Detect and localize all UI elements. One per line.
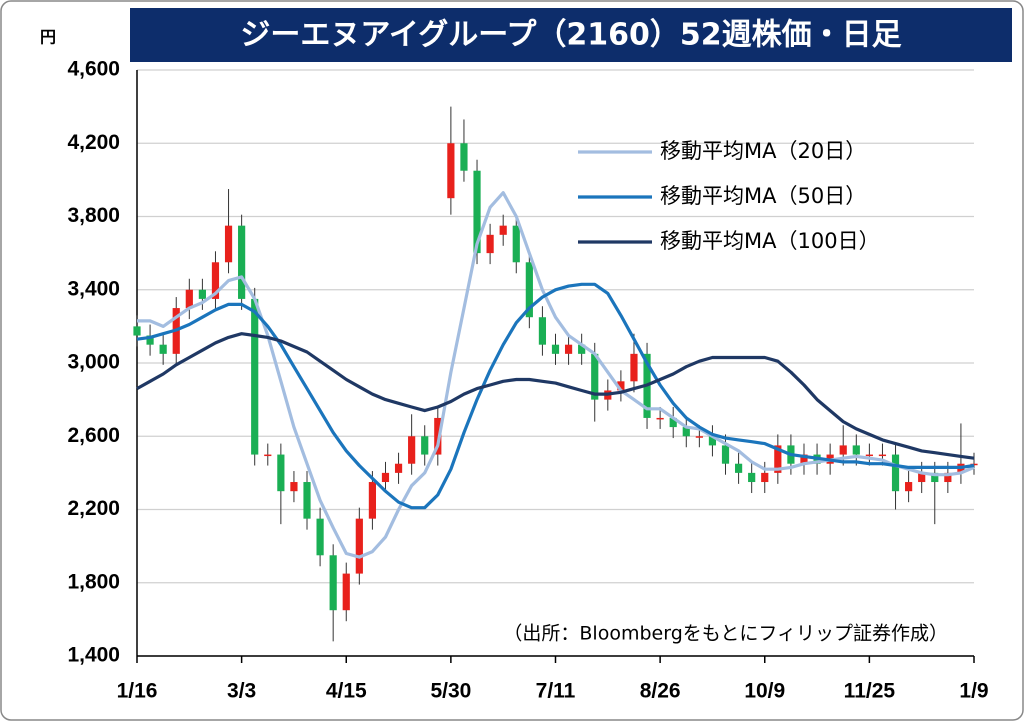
- candle-body: [238, 225, 246, 299]
- annotation: （出所：Bloombergをもとにフィリップ証券作成）: [503, 623, 948, 645]
- candle-body: [434, 417, 442, 455]
- y-tick-label: 2,600: [67, 424, 120, 447]
- candle-body: [931, 472, 939, 483]
- candle-body: [865, 454, 873, 457]
- candle-body: [878, 454, 887, 457]
- candle-body: [408, 436, 416, 464]
- candle-body: [512, 225, 520, 263]
- candle-body: [721, 445, 730, 464]
- candle-body: [224, 225, 233, 263]
- candle-body: [617, 381, 625, 391]
- x-tick-label: 8/26: [640, 680, 681, 703]
- candle-body: [290, 482, 298, 492]
- x-tick-label: 1/16: [117, 680, 158, 703]
- candle-body: [551, 344, 560, 354]
- candle-body: [421, 436, 429, 455]
- x-tick-label: 10/9: [744, 680, 785, 703]
- candle-body: [277, 454, 285, 492]
- candle-body: [852, 445, 860, 455]
- y-tick-label: 4,600: [67, 58, 120, 81]
- candle-body: [198, 289, 206, 299]
- candle-body: [525, 262, 533, 318]
- x-tick-label: 7/11: [536, 680, 576, 703]
- y-tick-label: 3,400: [67, 277, 120, 300]
- candle-body: [748, 472, 756, 483]
- candle-body: [800, 454, 808, 464]
- candle-body: [761, 472, 769, 483]
- candle-body: [316, 518, 324, 556]
- candle-body: [682, 427, 690, 437]
- y-tick-label: 4,200: [67, 131, 120, 154]
- candle-body: [264, 454, 272, 457]
- legend-label: 移動平均MA（50日）: [660, 184, 866, 208]
- candle-body: [695, 436, 703, 438]
- candle-body: [839, 445, 847, 455]
- ma-line: [136, 332, 975, 460]
- candle-body: [734, 463, 743, 473]
- candle-body: [630, 353, 638, 382]
- x-tick-label: 3/3: [227, 680, 256, 703]
- candle-body: [460, 143, 468, 171]
- candle-body: [891, 454, 900, 492]
- candle-body: [159, 344, 167, 354]
- candle-body: [329, 555, 337, 611]
- candle-body: [381, 472, 390, 483]
- title-bar: [130, 8, 1012, 62]
- candle-body: [774, 445, 782, 473]
- y-tick-label: 3,000: [67, 351, 120, 374]
- candle-body: [133, 326, 141, 336]
- candle-body: [146, 335, 154, 345]
- legend-label: 移動平均MA（100日）: [660, 229, 880, 253]
- chart-title: ジーエヌアイグループ（2160）52週株価・日足: [240, 18, 901, 53]
- x-tick-label: 11/25: [844, 680, 896, 703]
- candle-body: [669, 417, 677, 428]
- x-tick-label: 1/9: [959, 680, 988, 703]
- candle-body: [303, 482, 311, 519]
- candle-body: [538, 317, 547, 345]
- candle-body: [591, 353, 599, 400]
- candle-body: [970, 463, 978, 466]
- x-tick-label: 5/30: [430, 680, 471, 703]
- y-tick-label: 3,800: [67, 204, 120, 227]
- candle-body: [918, 472, 926, 483]
- candle-body: [708, 436, 717, 446]
- candle-body: [355, 518, 363, 574]
- candle-body: [473, 170, 481, 254]
- candle-body: [578, 344, 586, 354]
- candle-body: [564, 344, 573, 354]
- y-tick-label: 1,800: [67, 570, 120, 593]
- candle-body: [342, 573, 350, 611]
- candle-body: [905, 482, 913, 492]
- legend-label: 移動平均MA（20日）: [660, 139, 866, 163]
- candle-body: [211, 262, 220, 299]
- candle-body: [486, 234, 494, 254]
- candle-body: [185, 289, 193, 309]
- candle-body: [499, 225, 507, 235]
- candle-body: [394, 463, 403, 473]
- y-axis-label: 円: [40, 28, 56, 47]
- candle-body: [368, 482, 377, 519]
- candle-body: [447, 143, 455, 199]
- candle-body: [251, 298, 259, 455]
- x-tick-label: 4/15: [326, 680, 367, 703]
- candle-body: [656, 417, 664, 420]
- y-tick-label: 2,200: [67, 497, 120, 520]
- y-tick-label: 1,400: [67, 644, 120, 667]
- candle-body: [944, 472, 952, 483]
